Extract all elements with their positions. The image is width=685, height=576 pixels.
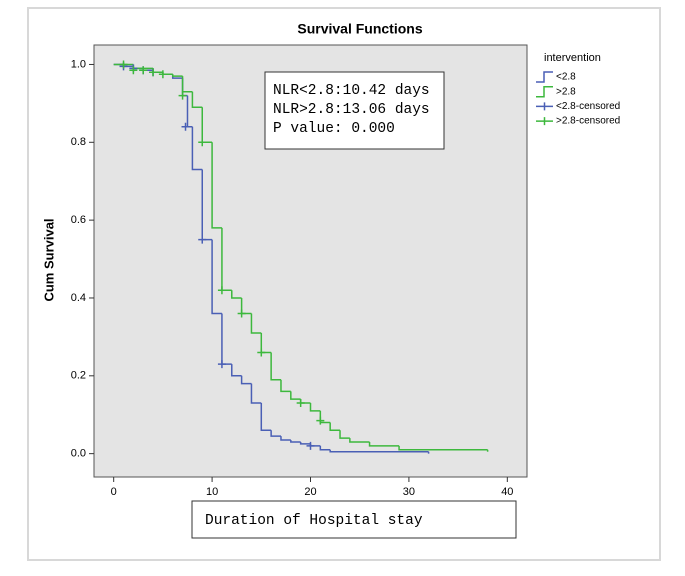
legend-swatch: [536, 85, 553, 98]
censor-mark: [198, 235, 207, 244]
survival-step: [231, 290, 242, 299]
survival-step: [260, 403, 272, 432]
survival-step: [319, 445, 331, 451]
legend-label: <2.8-censored: [556, 101, 620, 112]
annotation: NLR>2.8:13.06 days: [273, 102, 430, 118]
legend-label: >2.8: [556, 86, 576, 97]
survival-step: [329, 449, 429, 453]
x-tick-label: 10: [206, 486, 218, 498]
survival-step: [231, 364, 242, 377]
survival-step: [250, 383, 262, 404]
y-tick-label: 0.0: [71, 448, 86, 460]
legend-swatch: [536, 117, 553, 126]
y-axis-label: Cum Survival: [41, 218, 56, 301]
censor-mark: [149, 68, 158, 77]
censor-mark: [316, 416, 325, 425]
chart-title: Survival Functions: [297, 21, 422, 37]
censor-mark: [129, 66, 138, 75]
survival-step: [191, 126, 203, 171]
survival-step: [368, 441, 400, 447]
survival-step: [240, 375, 252, 385]
survival-step: [349, 438, 370, 443]
censor-mark: [119, 60, 128, 69]
survival-step: [270, 430, 281, 437]
legend-swatch: [536, 71, 553, 83]
x-tick-label: 0: [111, 486, 117, 498]
censor-mark: [178, 91, 187, 100]
survival-step: [171, 74, 183, 77]
x-axis-label: Duration of Hospital stay: [205, 513, 423, 529]
censor-mark: [181, 122, 190, 131]
annotation: NLR<2.8:10.42 days: [273, 83, 430, 99]
legend-title: intervention: [544, 52, 601, 64]
x-tick-label: 40: [501, 486, 513, 498]
x-tick-label: 20: [304, 486, 316, 498]
annotation-box: [264, 71, 445, 150]
survival-step: [339, 430, 350, 439]
legend-label: <2.8: [556, 72, 576, 83]
survival-step: [280, 379, 291, 393]
survival-step: [398, 445, 488, 451]
y-tick-label: 1.0: [71, 58, 86, 70]
x-tick-label: 30: [403, 486, 415, 498]
y-tick-label: 0.6: [71, 214, 86, 226]
survival-step: [329, 422, 341, 432]
survival-step: [250, 313, 262, 334]
censor-mark: [296, 399, 305, 408]
x-label-box: [191, 500, 517, 539]
censor-mark: [139, 66, 148, 75]
censor-mark: [198, 138, 207, 147]
y-tick-label: 0.4: [71, 292, 86, 304]
survival-step: [290, 440, 301, 443]
censor-mark: [217, 286, 226, 295]
censor-mark: [306, 441, 315, 450]
survival-step: [211, 142, 222, 229]
survival-step: [211, 239, 222, 315]
censor-mark: [257, 348, 266, 357]
survival-step: [191, 91, 203, 109]
survival-step: [309, 403, 321, 412]
survival-step: [270, 352, 281, 381]
survival-step: [280, 436, 291, 441]
survival-step: [290, 391, 301, 400]
censor-mark: [237, 309, 246, 318]
censor-mark: [217, 360, 226, 369]
legend-swatch: [536, 102, 553, 111]
censor-mark: [158, 70, 167, 79]
y-tick-label: 0.8: [71, 136, 86, 148]
y-tick-label: 0.2: [71, 370, 86, 382]
legend-label: >2.8-censored: [556, 116, 620, 127]
annotation: P value: 0.000: [273, 121, 395, 137]
survival-step: [299, 441, 311, 445]
